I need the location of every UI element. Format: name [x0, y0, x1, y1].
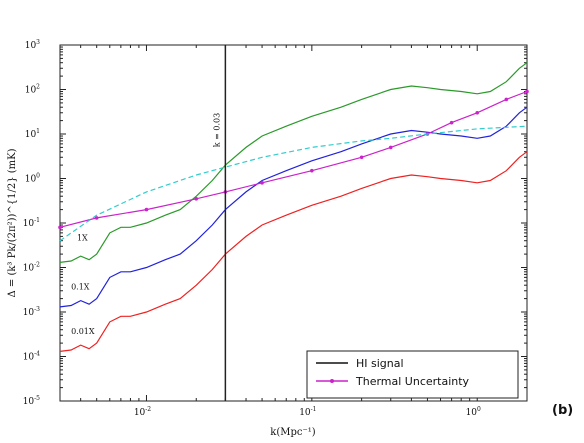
legend-box	[306, 350, 519, 399]
x-tick-label: 10-1	[299, 406, 316, 418]
y-tick-label: 10-1	[23, 217, 40, 229]
y-tick-label: 100	[25, 173, 40, 185]
series-line-1	[59, 106, 528, 308]
series-line-2	[59, 151, 528, 352]
y-tick-label: 10-3	[23, 306, 40, 318]
series-label-0: 1X	[77, 234, 88, 243]
series-point-3	[310, 168, 314, 173]
series-point-3	[260, 181, 264, 185]
series-point-3	[449, 120, 454, 125]
series-point-3	[504, 97, 509, 102]
series-point-3	[194, 196, 199, 201]
x-tick-label: 10-2	[134, 406, 151, 418]
x-tick-exponent: -2	[145, 406, 151, 413]
series-point-3	[58, 225, 62, 230]
y-tick-label: 102	[25, 84, 40, 96]
series-line-0	[59, 62, 528, 263]
x-axis-label: k(Mpc⁻¹)	[270, 427, 315, 438]
series-point-3	[144, 207, 149, 212]
k-marker-label: k = 0.03	[212, 113, 221, 147]
legend-label-thermal: Thermal Uncertainty	[355, 375, 470, 388]
y-tick-exponent: -2	[34, 262, 40, 269]
y-tick-label: 101	[25, 128, 40, 140]
y-tick-exponent: -3	[34, 306, 40, 313]
legend-marker-thermal	[330, 379, 334, 383]
series-label-1: 0.1X	[71, 283, 90, 292]
y-tick-label: 10-2	[23, 262, 40, 274]
legend-label-hi: HI signal	[356, 357, 404, 370]
series-line-3	[59, 90, 528, 228]
y-tick-exponent: 1	[36, 128, 40, 135]
x-tick-exponent: -1	[311, 406, 317, 413]
y-tick-exponent: 0	[36, 173, 40, 180]
plot-frame	[59, 44, 528, 402]
series-point-3	[94, 216, 99, 220]
y-tick-label: 10-5	[23, 395, 40, 407]
legend: HI signal Thermal Uncertainty	[306, 350, 519, 399]
series-point-3	[359, 155, 364, 160]
y-tick-label: 103	[25, 39, 40, 51]
series-label-2: 0.01X	[71, 327, 95, 336]
series-point-3	[525, 89, 529, 94]
y-tick-exponent: 2	[36, 84, 40, 91]
x-tick-label: 100	[466, 406, 481, 418]
series-labels: 1X 0.1X 0.01X	[71, 234, 95, 336]
x-tick-exponent: 0	[477, 406, 481, 413]
series-line-4	[59, 125, 528, 242]
series-point-3	[388, 145, 393, 150]
series-group	[58, 62, 529, 352]
y-tick-exponent: -5	[34, 395, 40, 402]
panel-label: (b)	[552, 403, 573, 418]
y-axis-label: Δ = (k³ Pk/(2π²))^{1/2} (mK)	[7, 148, 18, 297]
y-tick-exponent: 3	[36, 39, 40, 46]
y-tick-exponent: -1	[34, 217, 40, 224]
y-tick-exponent: -4	[34, 351, 40, 358]
series-point-3	[475, 110, 480, 115]
y-tick-label: 10-4	[23, 351, 40, 363]
